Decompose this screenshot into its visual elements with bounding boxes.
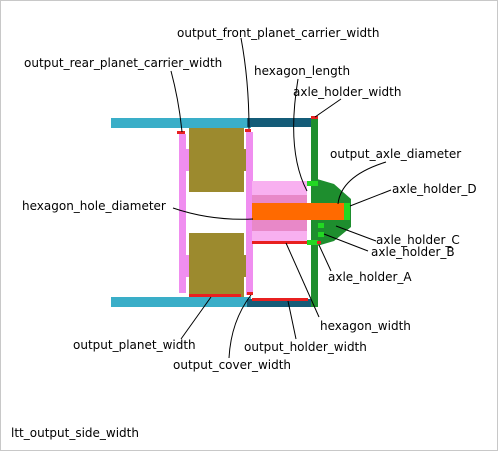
leader-axle-holder-b bbox=[323, 233, 369, 252]
label-hexagon-width: hexagon_width bbox=[320, 319, 411, 333]
rear-carrier-tab-bottom bbox=[186, 255, 190, 277]
marker-red bbox=[245, 129, 251, 132]
label-axle-holder-d: axle_holder_D bbox=[392, 182, 477, 196]
axle-holder-lip-top bbox=[318, 223, 324, 228]
output-holder-top bbox=[247, 118, 317, 127]
planet-top-bearing bbox=[242, 149, 247, 171]
marker-red bbox=[317, 241, 321, 244]
output-axle bbox=[252, 203, 346, 220]
label-output-holder-width: output_holder_width bbox=[244, 340, 367, 354]
label-hexagon-length: hexagon_length bbox=[254, 64, 350, 78]
leader-axle-holder-width bbox=[314, 98, 342, 118]
leader-axle-holder-c bbox=[335, 225, 377, 242]
axle-holder-collar-top bbox=[307, 181, 318, 186]
leader-output-planet-width bbox=[180, 296, 212, 340]
output-holder-bottom bbox=[247, 299, 317, 307]
planet-bottom bbox=[189, 233, 244, 297]
axle-holder-lip-bottom bbox=[318, 232, 324, 237]
front-carrier-plate bbox=[246, 132, 253, 295]
leader-axle-holder-a bbox=[318, 244, 332, 272]
rear-carrier-plate bbox=[179, 134, 186, 293]
caption: ltt_output_side_width bbox=[11, 426, 139, 440]
marker-red bbox=[252, 241, 307, 244]
label-axle-holder-c: axle_holder_C bbox=[376, 233, 460, 247]
leader-hexagon-length bbox=[293, 78, 308, 192]
label-output-rear-planet-carrier-width: output_rear_planet_carrier_width bbox=[24, 56, 222, 70]
marker-red bbox=[177, 131, 185, 134]
ring-bar-bottom bbox=[111, 297, 251, 307]
leader-hexagon-width bbox=[285, 242, 320, 318]
label-output-planet-width: output_planet_width bbox=[73, 338, 196, 352]
label-axle-holder-a: axle_holder_A bbox=[328, 270, 412, 284]
marker-red bbox=[252, 298, 308, 301]
label-output-axle-diameter: output_axle_diameter bbox=[330, 147, 461, 161]
label-output-front-planet-carrier-width: output_front_planet_carrier_width bbox=[177, 26, 379, 40]
leader-output-cover-width bbox=[228, 294, 252, 359]
leader-hexagon-hole-diameter bbox=[172, 207, 254, 220]
planet-top bbox=[189, 128, 244, 192]
label-output-cover-width: output_cover_width bbox=[173, 358, 291, 372]
marker-red bbox=[189, 294, 241, 297]
label-hexagon-hole-diameter: hexagon_hole_diameter bbox=[22, 199, 166, 213]
axle-tip bbox=[344, 203, 350, 220]
leader-output-rear-planet-carrier-width bbox=[170, 70, 183, 133]
planet-bottom-bearing bbox=[242, 255, 247, 277]
leader-output-axle-diameter bbox=[337, 161, 387, 205]
marker-red bbox=[247, 292, 253, 295]
label-axle-holder-width: axle_holder_width bbox=[293, 85, 401, 99]
axle-holder-collar-bottom bbox=[307, 240, 318, 245]
label-axle-holder-b: axle_holder_B bbox=[371, 245, 455, 259]
leader-axle-holder-d bbox=[349, 189, 392, 207]
leader-output-holder-width bbox=[287, 300, 297, 340]
marker-red bbox=[311, 116, 318, 119]
leader-output-front-planet-carrier-width bbox=[240, 37, 250, 130]
rear-carrier-tab-top bbox=[186, 149, 190, 171]
